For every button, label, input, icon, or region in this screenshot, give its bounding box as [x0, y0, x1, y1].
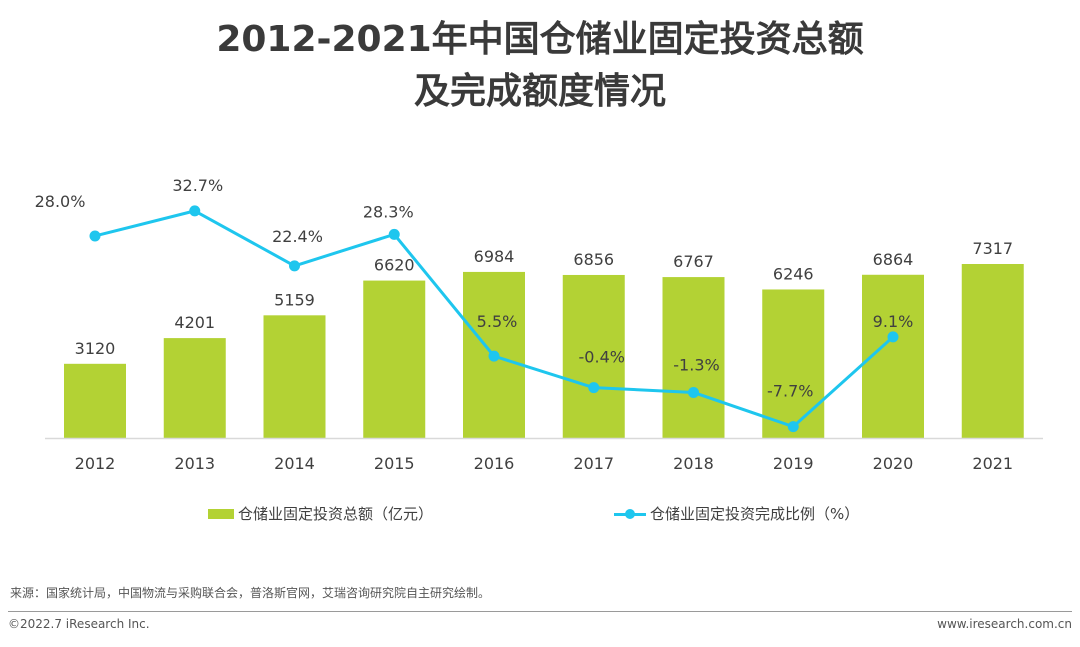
bar-2015 [363, 280, 426, 438]
bar-label-2019: 6246 [773, 264, 814, 283]
line-point-2013 [189, 205, 201, 217]
legend-bar-label: 仓储业固定投资总额（亿元） [238, 505, 434, 523]
x-tick-2019: 2019 [773, 454, 814, 473]
line-point-2016 [488, 350, 500, 362]
bar-labels-layer: 3120 4201 5159 6620 6984 6856 6767 6246 6864 7317 [75, 239, 1013, 358]
x-tick-2016: 2016 [474, 454, 515, 473]
footer-divider [8, 611, 1072, 612]
x-tick-2014: 2014 [274, 454, 315, 473]
x-tick-2020: 2020 [873, 454, 914, 473]
legend-item-bar: 仓储业固定投资总额（亿元） [208, 503, 433, 524]
bar-2014 [263, 315, 326, 438]
copyright-text: ©2022.7 iResearch Inc. [8, 617, 150, 631]
line-label-2016: 5.5% [477, 312, 518, 331]
bar-label-2013: 4201 [174, 313, 215, 332]
line-label-2017: -0.4% [579, 348, 625, 367]
x-tick-2013: 2013 [174, 454, 215, 473]
chart-title-line1: 2012-2021年中国仓储业固定投资总额 [216, 19, 864, 60]
legend-bar-swatch [208, 508, 234, 519]
bar-2013 [163, 338, 226, 438]
source-note: 来源：国家统计局，中国物流与采购联合会，普洛斯官网，艾瑞咨询研究院自主研究绘制。 [10, 586, 491, 600]
line-point-2014 [289, 260, 300, 272]
bar-label-2017: 6856 [573, 250, 614, 269]
bar-label-2014: 5159 [274, 290, 315, 309]
chart-canvas: 3120 4201 5159 6620 6984 6856 6767 6246 6864 7317… [35, 176, 1043, 473]
legend-item-line: 仓储业固定投资完成比例（%） [614, 503, 859, 524]
bar-label-2018: 6767 [673, 252, 714, 271]
line-label-2020: 9.1% [873, 312, 914, 331]
line-series-layer [89, 205, 899, 433]
bar-label-2012: 3120 [75, 339, 116, 358]
website-link[interactable]: www.iresearch.com.cn [937, 617, 1072, 631]
bar-2017 [562, 274, 625, 438]
line-label-2014: 22.4% [272, 227, 323, 246]
x-tick-2021: 2021 [972, 454, 1013, 473]
line-point-2015 [388, 228, 400, 240]
x-tick-labels: 2012 2013 2014 2015 2016 2017 2018 2019 2020 2021 [75, 454, 1013, 473]
line-point-2020 [887, 331, 899, 343]
bars-layer [64, 264, 1024, 438]
bar-label-2021: 7317 [972, 239, 1013, 258]
x-tick-2012: 2012 [75, 454, 116, 473]
line-point-2019 [787, 421, 799, 433]
line-label-2013: 32.7% [172, 176, 223, 195]
bar-2018 [662, 277, 725, 438]
line-label-2018: -1.3% [673, 355, 719, 374]
line-label-2012: 28.0% [35, 192, 86, 211]
chart-title-line2: 及完成额度情况 [413, 71, 666, 112]
line-point-2012 [89, 230, 101, 242]
bar-2019 [762, 289, 825, 438]
x-tick-2017: 2017 [573, 454, 614, 473]
bar-2012 [64, 363, 126, 438]
x-tick-2018: 2018 [673, 454, 714, 473]
bar-label-2016: 6984 [474, 247, 515, 266]
line-label-2015: 28.3% [363, 202, 414, 221]
legend-line-label: 仓储业固定投资完成比例（%） [650, 505, 860, 523]
bar-label-2020: 6864 [873, 250, 914, 269]
line-labels-layer: 28.0% 32.7% 22.4% 28.3% 5.5% -0.4% -1.3% -7.7% 9… [35, 176, 914, 401]
x-tick-2015: 2015 [374, 454, 415, 473]
line-point-2017 [588, 382, 600, 394]
legend-line-swatch [614, 508, 646, 519]
line-label-2019: -7.7% [767, 382, 813, 401]
bar-label-2015: 6620 [374, 256, 415, 275]
line-point-2018 [688, 386, 699, 398]
bar-2021 [961, 264, 1024, 438]
